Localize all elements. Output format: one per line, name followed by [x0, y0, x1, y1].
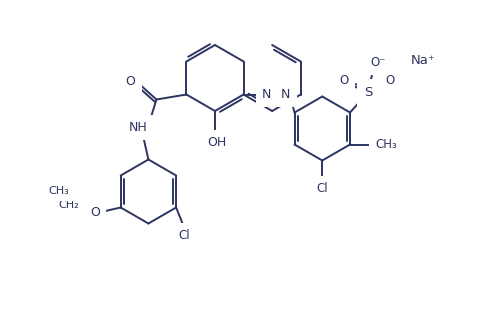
- Text: CH₃: CH₃: [375, 138, 397, 151]
- Text: O: O: [126, 75, 136, 88]
- Text: Na⁺: Na⁺: [410, 54, 436, 67]
- Text: N: N: [262, 88, 271, 101]
- Text: NH: NH: [129, 121, 148, 134]
- Text: O: O: [385, 74, 395, 87]
- Text: CH₃: CH₃: [48, 185, 69, 196]
- Text: N: N: [281, 88, 290, 101]
- Text: Cl: Cl: [317, 182, 328, 195]
- Text: CH₂: CH₂: [58, 199, 79, 210]
- Text: O⁻: O⁻: [370, 56, 386, 69]
- Text: OH: OH: [207, 137, 227, 150]
- Text: O: O: [339, 74, 349, 87]
- Text: S: S: [364, 86, 372, 99]
- Text: Cl: Cl: [178, 229, 190, 242]
- Text: O: O: [90, 206, 100, 219]
